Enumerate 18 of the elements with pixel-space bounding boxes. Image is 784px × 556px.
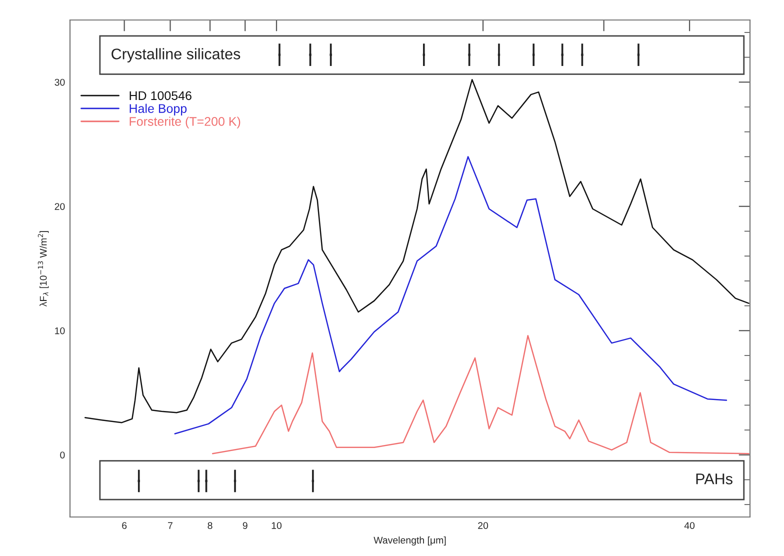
x-tick-label: 9 bbox=[242, 522, 248, 529]
annotation: PAHs bbox=[696, 474, 732, 484]
x-tick-label: 7 bbox=[168, 522, 172, 529]
y-tick-label: 0 bbox=[60, 452, 65, 458]
x-tick-label: 40 bbox=[684, 522, 695, 529]
x-tick-label: 10 bbox=[272, 522, 282, 529]
y-tick-label: 10 bbox=[55, 327, 65, 334]
y-tick-label: 30 bbox=[54, 78, 65, 86]
y-axis-title: λF$_{λ}$ [10$^{−13}$ W/m$^{2}$] bbox=[38, 231, 49, 307]
x-tick-label: 8 bbox=[208, 522, 212, 529]
legend-label: HD 100546 bbox=[130, 91, 192, 100]
legend-label: Forsterite (T=200 K) bbox=[130, 116, 240, 128]
annotation: Crystalline silicates bbox=[112, 48, 240, 62]
x-tick-label: 6 bbox=[122, 522, 127, 529]
legend-label: Hale Bopp bbox=[130, 104, 187, 116]
x-tick-label: 20 bbox=[478, 522, 488, 529]
y-tick-label: 20 bbox=[54, 203, 65, 210]
x-axis-title: Wavelength [μm] bbox=[374, 536, 446, 546]
